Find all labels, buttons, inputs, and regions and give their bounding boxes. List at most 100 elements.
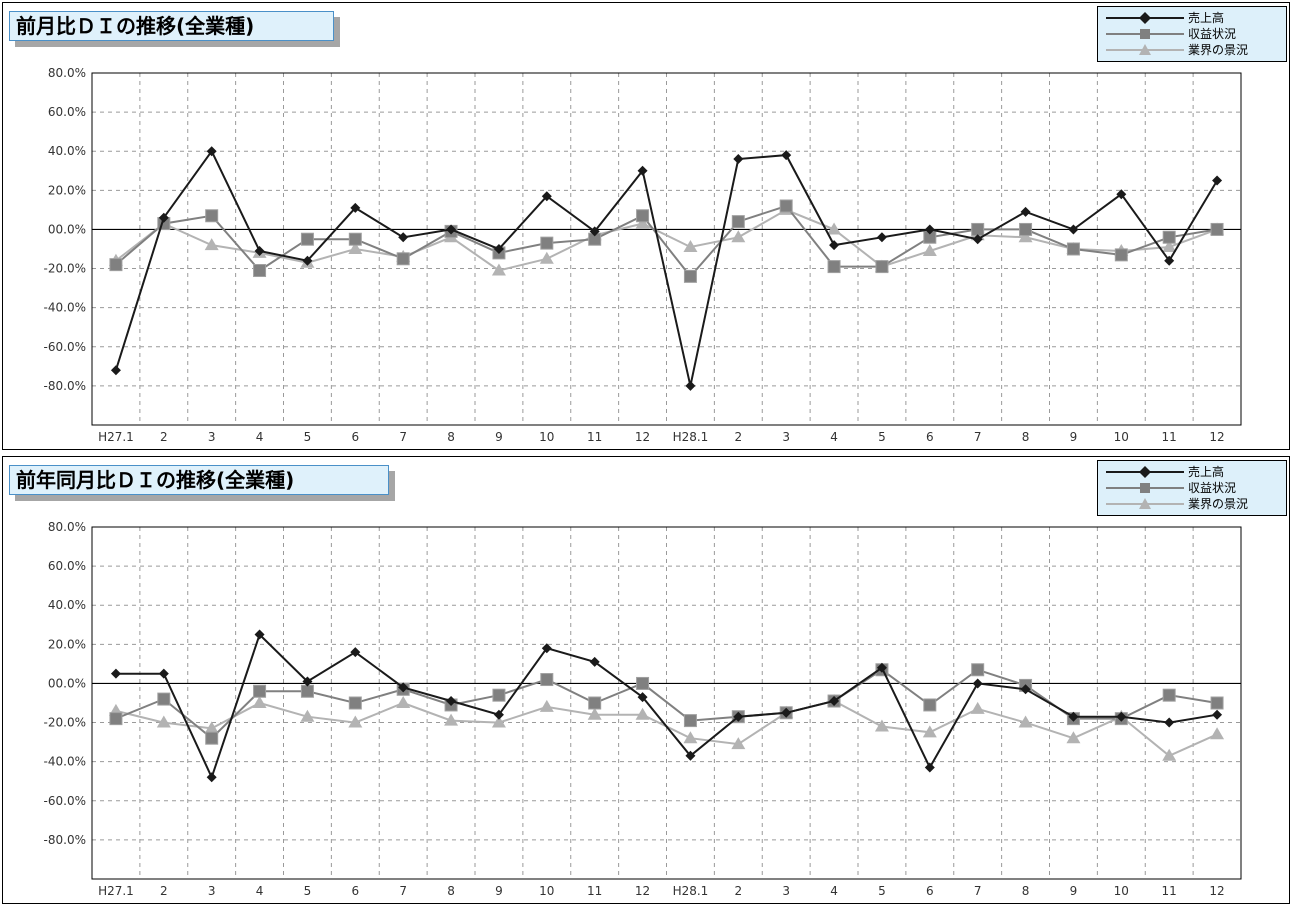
- data-point: [541, 643, 552, 654]
- y-tick-label: 80.0%: [48, 66, 86, 80]
- data-point: [348, 715, 363, 728]
- data-point: [348, 242, 363, 254]
- data-point: [156, 715, 171, 728]
- plot-area: [91, 526, 1242, 880]
- legend-item-profit: 収益状況: [1098, 26, 1288, 42]
- x-tick-label: H27.1: [98, 430, 134, 444]
- data-point: [253, 264, 267, 278]
- x-tick-label: 2: [160, 884, 168, 898]
- data-point: [781, 150, 792, 161]
- data-point: [205, 731, 219, 745]
- data-point: [539, 251, 554, 264]
- y-tick-label: -80.0%: [44, 379, 86, 393]
- x-tick-label: 6: [351, 884, 359, 898]
- plot-area: [91, 72, 1242, 426]
- x-tick-label: H28.1: [673, 884, 709, 898]
- chart-title: 前年同月比ＤＩの推移(全業種): [9, 465, 389, 495]
- data-point: [205, 209, 219, 223]
- data-point: [971, 663, 985, 677]
- triangle-marker-icon: [1106, 44, 1184, 55]
- data-point: [491, 715, 506, 728]
- data-point: [254, 629, 265, 640]
- data-point: [733, 154, 744, 165]
- x-tick-label: 3: [208, 884, 216, 898]
- data-point: [1066, 242, 1080, 256]
- y-tick-label: 00.0%: [48, 676, 86, 690]
- x-tick-label: 11: [587, 430, 602, 444]
- data-point: [110, 668, 121, 679]
- x-tick-label: 11: [1162, 430, 1177, 444]
- x-tick-label: 7: [974, 884, 982, 898]
- data-point: [635, 707, 650, 720]
- data-point: [924, 224, 935, 235]
- x-tick-label: 3: [782, 884, 790, 898]
- data-point: [683, 714, 697, 728]
- x-tick-label: H28.1: [673, 430, 709, 444]
- data-point: [300, 709, 315, 722]
- x-tick-label: 4: [830, 430, 838, 444]
- data-point: [1020, 684, 1031, 695]
- data-point: [972, 678, 983, 689]
- data-point: [587, 707, 602, 720]
- x-tick-label: 8: [447, 884, 455, 898]
- data-point: [635, 216, 650, 229]
- y-tick-label: -60.0%: [44, 340, 86, 354]
- data-point: [588, 696, 602, 710]
- legend: 売上高 収益状況 業界の景況: [1097, 460, 1287, 516]
- data-point: [398, 232, 409, 243]
- legend-label: 収益状況: [1188, 481, 1237, 495]
- x-tick-label: 5: [878, 884, 886, 898]
- x-tick-label: 12: [1209, 884, 1224, 898]
- data-point: [396, 252, 410, 266]
- data-point: [781, 707, 792, 718]
- data-point: [398, 682, 409, 693]
- data-point: [444, 713, 459, 726]
- legend-item-industry: 業界の景況: [1098, 496, 1288, 512]
- data-point: [685, 750, 696, 761]
- chart-panel-mom: 80.0% 60.0% 40.0% 20.0% 00.0% -20.0% -40.0% -60…: [2, 2, 1290, 450]
- data-point: [539, 699, 554, 712]
- x-tick-label: 5: [878, 430, 886, 444]
- data-point: [541, 191, 552, 202]
- data-point: [733, 711, 744, 722]
- data-point: [493, 709, 504, 720]
- series-line: [115, 632, 1218, 781]
- x-tick-label: 9: [1070, 884, 1078, 898]
- data-point: [446, 696, 457, 707]
- data-point: [1210, 222, 1224, 236]
- data-point: [350, 202, 361, 213]
- x-tick-label: 9: [495, 430, 503, 444]
- data-point: [109, 712, 123, 726]
- data-point: [348, 232, 362, 246]
- data-point: [924, 762, 935, 773]
- data-point: [109, 258, 123, 272]
- legend-item-industry: 業界の景況: [1098, 42, 1288, 58]
- x-tick-label: 12: [1209, 430, 1224, 444]
- data-point: [829, 696, 840, 707]
- data-point: [540, 236, 554, 250]
- data-point: [206, 146, 217, 157]
- legend-item-sales: 売上高: [1098, 464, 1288, 480]
- diamond-marker-icon: [1106, 12, 1184, 24]
- x-tick-label: 3: [208, 430, 216, 444]
- data-point: [589, 656, 600, 667]
- data-point: [637, 165, 648, 176]
- data-point: [1162, 230, 1176, 244]
- data-point: [396, 696, 411, 708]
- series-line: [115, 208, 1218, 272]
- x-tick-label: 4: [256, 430, 264, 444]
- data-point: [493, 244, 504, 254]
- data-point: [540, 673, 554, 687]
- data-point: [492, 688, 506, 702]
- data-point: [731, 215, 745, 229]
- data-point: [683, 731, 698, 744]
- y-tick-label: -60.0%: [44, 794, 86, 808]
- data-point: [1164, 255, 1175, 266]
- data-point: [685, 380, 696, 391]
- data-point: [302, 676, 313, 687]
- x-tick-label: 3: [782, 430, 790, 444]
- x-tick-label: 2: [734, 430, 742, 444]
- data-point: [302, 255, 313, 266]
- y-tick-label: 00.0%: [48, 222, 86, 236]
- data-point: [972, 234, 983, 245]
